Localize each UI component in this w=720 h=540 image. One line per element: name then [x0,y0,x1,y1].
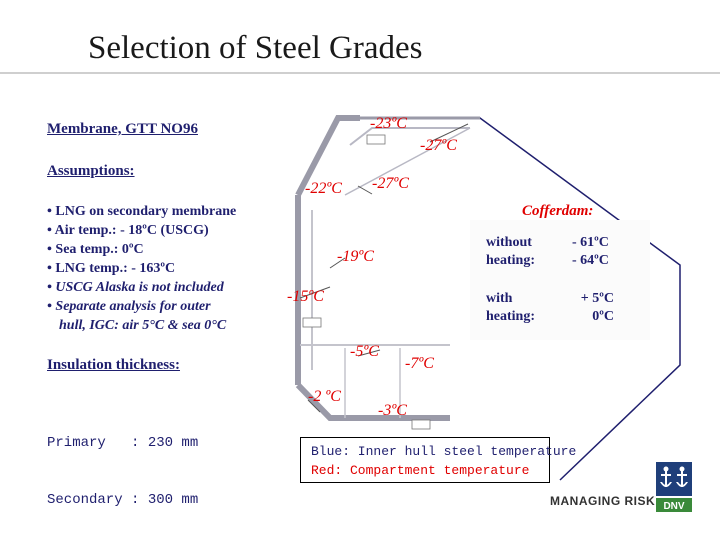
membrane-heading: Membrane, GTT NO96 [47,121,198,137]
temp-arrow [307,399,321,413]
legend-line-red: Red: Compartment temperature [311,463,530,478]
temp-label: -23ºC [370,115,407,132]
cofferdam-value: + 5ºC [580,291,614,306]
dnv-logo: DNV [656,462,692,512]
cofferdam-value: - 64ºC [572,253,609,268]
assumption-item: • LNG on secondary membrane [47,204,237,219]
temp-arrow [357,349,381,357]
insulation-row: Secondary : 300 mm [47,492,199,508]
temp-label: -19ºC [337,248,374,265]
cofferdam-value: 0ºC [592,309,614,324]
cofferdam-label-line: heating: [486,309,535,324]
managing-risk-text: MANAGING RISK [550,494,656,508]
temp-arrow [329,257,346,269]
cofferdam-value: - 61ºC [572,235,609,250]
assumption-item: • Air temp.: - 18ºC (USCG) [47,223,209,238]
cofferdam-label-line: without [486,235,532,250]
temp-arrow [299,286,331,299]
assumption-item: • Sea temp.: 0ºC [47,242,144,257]
assumptions-heading: Assumptions: [47,163,135,179]
temp-label: -5ºC [350,343,379,360]
legend-box: Blue: Inner hull steel temperature Red: … [300,437,577,483]
cofferdam-with-values: + 5ºC 0ºC [576,290,614,326]
double-bottom [295,382,450,421]
tank-top-inner [349,127,470,146]
assumption-item: • USCG Alaska is not included [47,280,224,295]
anchor-icon [660,466,688,487]
cofferdam-label-line: with [486,291,513,306]
temp-arrow [429,123,469,143]
assumption-item: • Separate analysis for outer [47,299,211,314]
temp-label: -7ºC [405,355,434,372]
temp-label: -15ºC [287,288,324,305]
cofferdam-label-line: heating: [486,253,535,268]
assumption-item: hull, IGC: air 5°C & sea 0°C [59,318,227,333]
assumptions-list: • LNG on secondary membrane • Air temp.:… [47,202,236,335]
title-divider [0,72,720,74]
insulation-row: Primary : 230 mm [47,435,199,451]
cofferdam-without-values: - 61ºC - 64ºC [572,234,609,270]
insulation-heading: Insulation thickness: [47,357,180,373]
temp-arrow [357,185,373,195]
dnv-logo-text: DNV [663,501,684,512]
temp-label: -22ºC [305,180,342,197]
insulation-list: Primary : 230 mm Secondary : 300 mm [47,396,198,529]
assumption-item: • LNG temp.: - 163ºC [47,261,176,276]
cofferdam-with-label: with heating: [486,290,535,326]
cofferdam-without-label: without heating: [486,234,535,270]
temp-label: -2 ºC [308,388,341,405]
temp-label: -3ºC [378,402,407,419]
temp-label: -27ºC [372,175,409,192]
cofferdam-heading: Cofferdam: [522,203,594,219]
temp-label: -27ºC [420,137,457,154]
legend-line-blue: Blue: Inner hull steel temperature [311,444,577,459]
page-title: Selection of Steel Grades [88,30,423,66]
